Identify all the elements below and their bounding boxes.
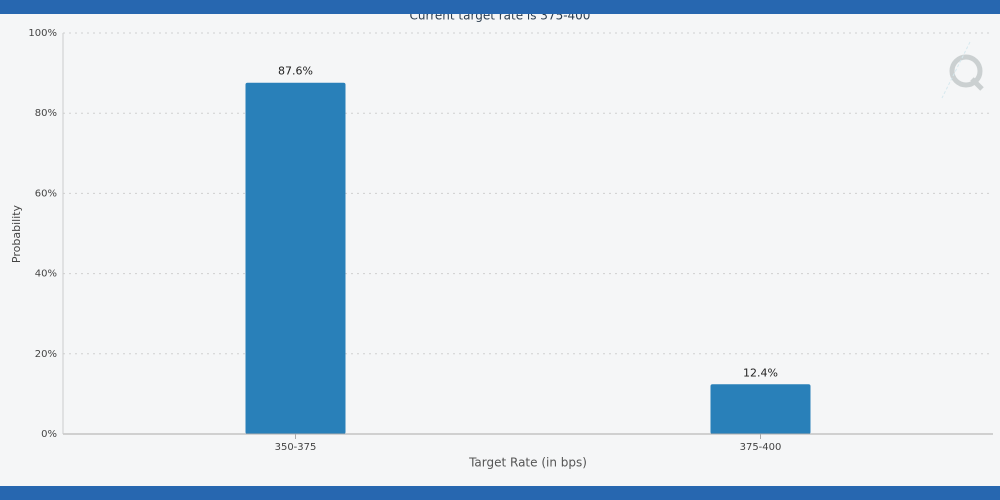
- bar: [710, 384, 811, 434]
- y-tick-label: 20%: [35, 349, 57, 360]
- y-tick-label: 80%: [35, 108, 57, 119]
- bar: [245, 82, 346, 434]
- x-tick-label: 350-375: [275, 442, 317, 453]
- y-tick-label: 0%: [41, 429, 57, 440]
- bottom-bar: [0, 486, 1000, 500]
- value-label: 87.6%: [278, 65, 313, 78]
- y-axis-title: Probability: [10, 204, 23, 263]
- x-axis-title: Target Rate (in bps): [468, 456, 587, 470]
- y-tick-label: 60%: [35, 188, 57, 199]
- y-tick-label: 100%: [28, 28, 57, 39]
- x-tick-label: 375-400: [740, 442, 782, 453]
- y-tick-label: 40%: [35, 269, 57, 280]
- value-label: 12.4%: [743, 366, 778, 379]
- logo: [941, 41, 984, 99]
- top-bar: [0, 0, 1000, 14]
